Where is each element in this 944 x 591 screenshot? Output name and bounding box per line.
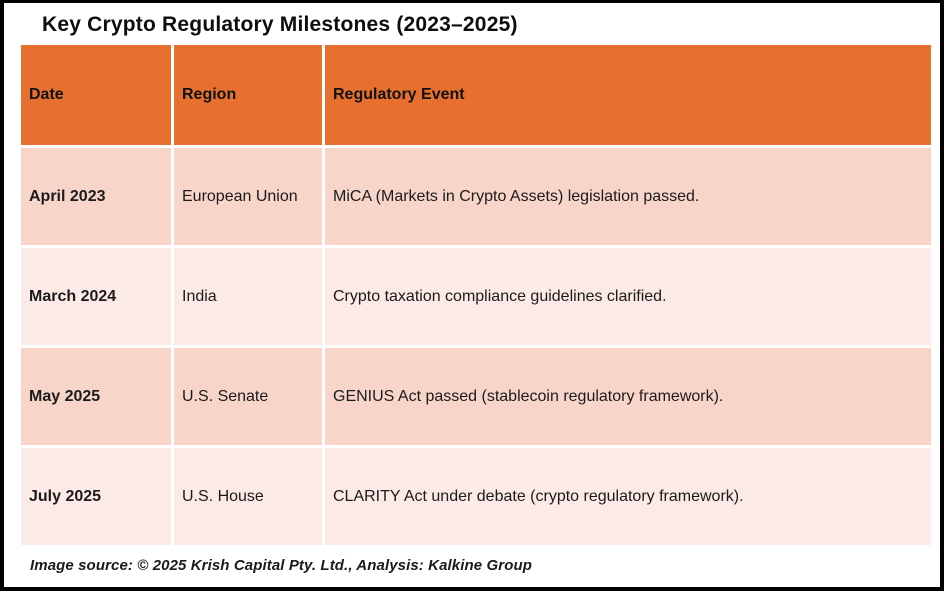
cell-date: March 2024 (21, 248, 171, 345)
milestones-table: Date Region Regulatory Event April 2023 … (18, 42, 934, 548)
cell-event: Crypto taxation compliance guidelines cl… (325, 248, 931, 345)
header-row: Date Region Regulatory Event (21, 45, 931, 145)
table-row: July 2025 U.S. House CLARITY Act under d… (21, 448, 931, 545)
cell-event: CLARITY Act under debate (crypto regulat… (325, 448, 931, 545)
cell-event: GENIUS Act passed (stablecoin regulatory… (325, 348, 931, 445)
cell-region: U.S. House (174, 448, 322, 545)
cell-date: April 2023 (21, 148, 171, 245)
column-header-region: Region (174, 45, 322, 145)
table-row: April 2023 European Union MiCA (Markets … (21, 148, 931, 245)
cell-date: May 2025 (21, 348, 171, 445)
cell-region: European Union (174, 148, 322, 245)
table-row: May 2025 U.S. Senate GENIUS Act passed (… (21, 348, 931, 445)
table-row: March 2024 India Crypto taxation complia… (21, 248, 931, 345)
cell-region: U.S. Senate (174, 348, 322, 445)
cell-event: MiCA (Markets in Crypto Assets) legislat… (325, 148, 931, 245)
column-header-event: Regulatory Event (325, 45, 931, 145)
footer-source-note: Image source: © 2025 Krish Capital Pty. … (30, 557, 532, 574)
cell-date: July 2025 (21, 448, 171, 545)
cell-region: India (174, 248, 322, 345)
column-header-date: Date (21, 45, 171, 145)
page-title: Key Crypto Regulatory Milestones (2023–2… (42, 13, 518, 36)
